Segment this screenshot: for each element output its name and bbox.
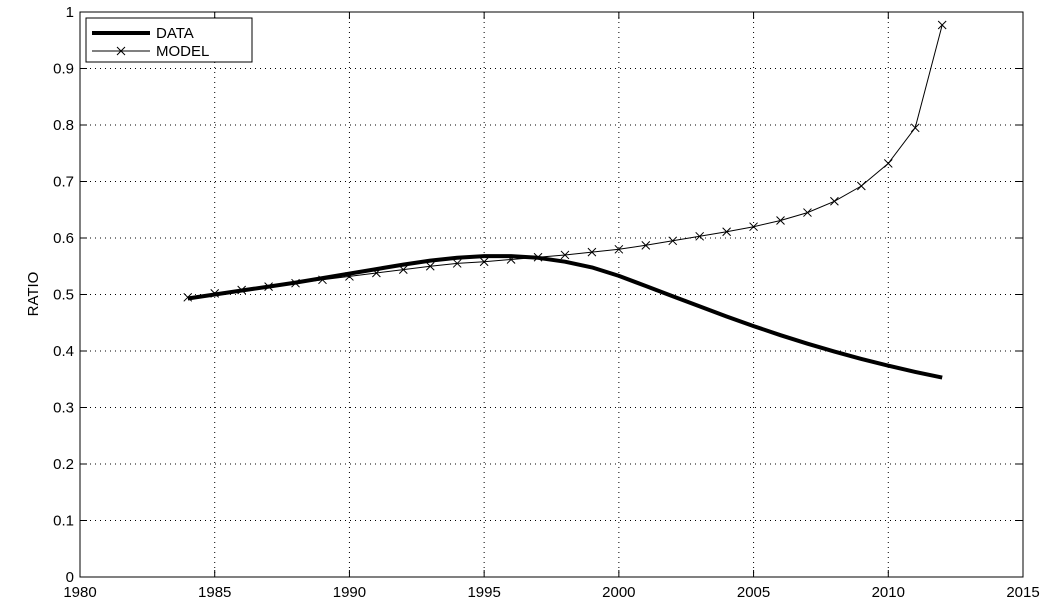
- y-tick-label: 0.2: [53, 456, 74, 473]
- legend: DATA MODEL: [85, 17, 253, 63]
- model-point-marker: [883, 159, 893, 168]
- model-point-marker: [776, 216, 785, 225]
- model-point-marker: [372, 268, 381, 278]
- model-point-marker: [695, 231, 705, 241]
- y-tick-label: 0.5: [53, 287, 74, 304]
- legend-box: [85, 17, 253, 63]
- model-point-marker: [560, 250, 570, 260]
- series-line-model: [187, 24, 943, 298]
- y-tick-label: 0.6: [53, 230, 74, 247]
- legend-label-model: MODEL: [156, 43, 209, 60]
- model-point-marker: [830, 196, 839, 206]
- model-point-marker: [749, 222, 758, 232]
- x-tick-label: 1985: [198, 584, 231, 601]
- y-axis-title: RATIO: [25, 272, 42, 317]
- model-point-marker: [614, 244, 624, 254]
- model-point-marker: [803, 208, 812, 217]
- y-tick-label: 0.9: [53, 61, 74, 78]
- legend-marker-model: [116, 46, 126, 56]
- x-tick-label: 2010: [872, 584, 905, 601]
- x-tick-label: 2000: [602, 584, 635, 601]
- x-tick-label: 1995: [467, 584, 500, 601]
- y-tick-label: 0.1: [53, 513, 74, 530]
- y-tick-label: 0.3: [53, 400, 74, 417]
- model-point-marker: [856, 181, 866, 191]
- x-tick-label: 2005: [737, 584, 770, 601]
- model-point-marker: [264, 282, 273, 291]
- model-point-marker: [398, 265, 408, 274]
- x-tick-label: 2015: [1006, 584, 1039, 601]
- model-point-marker: [910, 123, 920, 133]
- axis-ticks: 1980 1985 1990 1995 2000 2005 2010 2015 0 0.1 0.2 0…: [53, 4, 1040, 601]
- model-point-marker: [506, 255, 516, 264]
- model-point-marker: [479, 257, 489, 267]
- model-point-marker: [533, 252, 543, 262]
- y-tick-label: 0: [66, 569, 74, 586]
- grid: [80, 12, 1023, 577]
- y-tick-label: 1: [66, 4, 74, 21]
- model-point-marker: [452, 259, 462, 268]
- model-point-marker: [237, 285, 247, 295]
- model-point-marker: [425, 261, 435, 271]
- series-layer: [183, 20, 947, 380]
- y-tick-label: 0.4: [53, 343, 74, 360]
- x-tick-label: 1980: [63, 584, 96, 601]
- model-point-marker: [183, 292, 193, 302]
- model-point-marker: [291, 278, 300, 288]
- model-point-marker: [668, 236, 678, 246]
- model-point-marker: [210, 289, 220, 298]
- y-tick-label: 0.7: [53, 174, 74, 191]
- series-line-data: [187, 254, 943, 380]
- x-tick-label: 1990: [333, 584, 366, 601]
- model-point-marker: [318, 275, 327, 285]
- y-tick-label: 0.8: [53, 117, 74, 134]
- model-point-marker: [587, 247, 597, 257]
- model-point-marker: [345, 272, 354, 281]
- model-point-marker: [641, 240, 651, 250]
- legend-label-data: DATA: [156, 25, 194, 42]
- model-point-marker: [722, 227, 731, 237]
- model-point-marker: [937, 20, 947, 30]
